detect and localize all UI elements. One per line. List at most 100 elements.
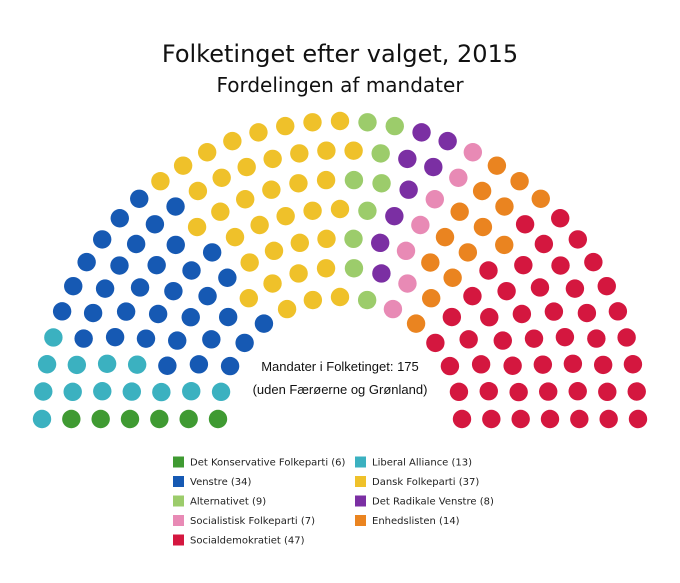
seat-dansk-folkeparti [276, 116, 295, 136]
seat-venstre [130, 278, 150, 297]
seat-dansk-folkeparti [276, 206, 295, 226]
seat-enhedslisten [422, 289, 441, 308]
seat-dansk-folkeparti [250, 215, 269, 235]
seat-socialdemokratiet [512, 304, 532, 324]
seat-venstre [92, 230, 112, 249]
seat-socialdemokratiet [442, 307, 462, 327]
seat-socialdemokratiet [471, 355, 491, 374]
seat-det-radikale-venstre [398, 149, 417, 169]
seat-dansk-folkeparti [303, 201, 322, 220]
seat-socialdemokratiet [597, 276, 616, 296]
seat-socialdemokratiet [497, 281, 516, 301]
seat-socialistisk-folkeparti [383, 299, 403, 319]
seat-socialdemokratiet [480, 308, 499, 327]
seat-dansk-folkeparti [187, 217, 207, 237]
seat-alternativet [344, 229, 363, 249]
seat-socialdemokratiet [440, 356, 460, 376]
seat-venstre [74, 329, 93, 348]
seat-enhedslisten [472, 181, 492, 201]
seat-dansk-folkeparti [237, 157, 256, 177]
seat-socialdemokratiet [534, 234, 554, 254]
seat-dansk-folkeparti [290, 144, 309, 163]
seat-socialdemokratiet [551, 209, 570, 228]
seat-dansk-folkeparti [262, 180, 281, 199]
seat-liberal-alliance [152, 382, 171, 402]
seat-dansk-folkeparti [264, 241, 284, 261]
seat-enhedslisten [487, 156, 507, 175]
legend-swatch-socialistisk-folkeparti [173, 515, 184, 526]
seat-socialdemokratiet [449, 382, 469, 402]
seat-socialdemokratiet [524, 329, 544, 348]
seat-venstre [218, 307, 238, 327]
seat-venstre [105, 327, 125, 347]
seat-socialdemokratiet [452, 409, 472, 429]
seat-venstre [218, 268, 237, 287]
seat-venstre [147, 255, 166, 275]
legend-label-enhedslisten: Enhedslisten (14) [372, 516, 460, 527]
seat-socialistisk-folkeparti [425, 190, 444, 209]
seat-enhedslisten [435, 227, 455, 247]
seat-socialdemokratiet [598, 382, 617, 402]
seat-venstre [148, 304, 168, 324]
seat-venstre [182, 261, 201, 280]
seat-dansk-folkeparti [277, 299, 297, 319]
seat-socialdemokratiet [599, 409, 618, 429]
seat-socialistisk-folkeparti [411, 215, 430, 235]
legend-label-alternativet: Alternativet (9) [190, 497, 266, 508]
seat-socialdemokratiet [459, 330, 478, 349]
seat-dansk-folkeparti [317, 141, 336, 160]
seat-det-konservative-folkeparti [208, 409, 228, 429]
seat-dansk-folkeparti [263, 274, 282, 293]
seat-alternativet [344, 170, 364, 190]
seat-alternativet [371, 144, 390, 163]
legend-swatch-socialdemokratiet [173, 534, 184, 546]
seat-venstre [202, 330, 221, 349]
seat-socialdemokratiet [593, 355, 613, 375]
seat-det-konservative-folkeparti [62, 409, 81, 429]
seat-dansk-folkeparti [225, 227, 245, 247]
seat-socialdemokratiet [503, 356, 522, 375]
seat-dansk-folkeparti [344, 141, 363, 160]
seat-socialdemokratiet [627, 382, 646, 401]
seat-det-konservative-folkeparti [120, 409, 140, 429]
seat-alternativet [358, 113, 377, 132]
seat-socialdemokratiet [533, 355, 553, 374]
seat-det-radikale-venstre [385, 206, 404, 226]
seat-venstre [168, 331, 187, 350]
seat-liberal-alliance [67, 355, 87, 375]
legend-label-dansk-folkeparti: Dansk Folkeparti (37) [372, 477, 479, 488]
seat-socialdemokratiet [555, 327, 575, 347]
seat-socialdemokratiet [628, 409, 648, 429]
seat-venstre [164, 281, 183, 301]
seat-liberal-alliance [127, 355, 147, 374]
seat-socialdemokratiet [623, 355, 643, 374]
seat-dansk-folkeparti [303, 113, 322, 132]
seat-dansk-folkeparti [188, 181, 208, 201]
seat-dansk-folkeparti [263, 149, 282, 169]
legend-swatch-det-konservative-folkeparti [173, 456, 184, 468]
legend-swatch-dansk-folkeparti [355, 476, 366, 487]
seat-det-radikale-venstre [412, 123, 431, 142]
seat-alternativet [357, 290, 377, 310]
seat-socialdemokratiet [617, 328, 636, 347]
seat-dansk-folkeparti [330, 199, 350, 219]
seat-liberal-alliance [63, 382, 82, 402]
seat-venstre [220, 356, 240, 376]
seat-socialdemokratiet [514, 255, 533, 275]
legend-label-det-konservative-folkeparti: Det Konservative Folkeparti (6) [190, 458, 346, 469]
legend: Det Konservative Folkeparti (6) Liberal A… [173, 456, 494, 547]
seat-venstre [136, 329, 156, 348]
seat-enhedslisten [531, 189, 550, 208]
seat-venstre [202, 243, 222, 262]
seat-dansk-folkeparti [173, 156, 193, 175]
legend-label-socialistisk-folkeparti: Socialistisk Folkeparti (7) [190, 516, 315, 527]
seat-socialdemokratiet [511, 409, 530, 429]
seat-socialistisk-folkeparti [398, 274, 417, 293]
legend-swatch-liberal-alliance [355, 456, 366, 468]
seat-socialdemokratiet [530, 278, 550, 297]
seat-socialdemokratiet [426, 333, 445, 353]
seat-det-konservative-folkeparti [150, 409, 169, 429]
seat-alternativet [385, 116, 404, 136]
seat-venstre [198, 286, 217, 306]
seat-det-radikale-venstre [424, 157, 443, 177]
